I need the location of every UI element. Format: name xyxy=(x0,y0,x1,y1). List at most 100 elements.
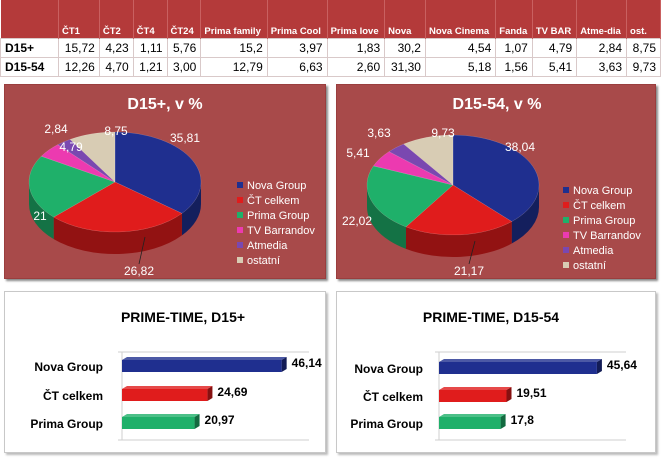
legend-swatch xyxy=(563,217,569,223)
table-cell: 12,79 xyxy=(200,56,268,77)
column-header: TV BAR xyxy=(532,0,578,38)
legend-swatch xyxy=(563,187,569,193)
table-cell: 4,23 xyxy=(98,37,134,58)
bar xyxy=(439,362,597,374)
table-cell: 3,97 xyxy=(266,37,328,58)
table-cell: 6,63 xyxy=(266,56,328,77)
legend-entry: ČT celkem xyxy=(247,194,299,207)
pie-slice xyxy=(366,165,454,228)
legend-entry: Atmedia xyxy=(247,240,288,252)
pie-slice xyxy=(69,131,116,183)
pie-data-label: 3,63 xyxy=(367,126,391,140)
bar-top xyxy=(439,387,512,390)
bar-top xyxy=(439,414,506,417)
bar-top xyxy=(122,386,213,389)
bar-top xyxy=(439,359,602,362)
legend-entry: ostatní xyxy=(247,255,280,267)
bar-category-label: ČT celkem xyxy=(363,389,423,404)
pie-slice xyxy=(28,155,116,218)
pie-slice xyxy=(405,184,513,236)
bar-side xyxy=(194,414,200,429)
table-cell: 12,26 xyxy=(58,56,100,77)
table-cell: 30,2 xyxy=(384,37,426,58)
bar-panel-d15plus: PRIME-TIME, D15+ 46,14 Nova Group 24,69 ČT c… xyxy=(4,291,326,453)
bar-side xyxy=(500,414,506,429)
table-cell: 8,75 xyxy=(626,37,661,58)
bar-side xyxy=(506,387,512,402)
bar xyxy=(439,390,507,402)
table-cell: 4,70 xyxy=(98,56,134,77)
chart-title: D15-54, v % xyxy=(453,96,542,113)
legend-entry: TV Barrandov xyxy=(247,225,315,237)
bar-value-label: 20,97 xyxy=(205,413,235,427)
legend-swatch xyxy=(237,242,243,248)
pie-chart-d15plus: D15+, v % 35,81 26,82 21 4,79 2,84 8,75 Nova Gr… xyxy=(28,96,315,278)
bar-value-label: 17,8 xyxy=(511,413,535,427)
pie-slice-side xyxy=(367,185,406,249)
pie-slice xyxy=(373,151,454,186)
pie-panel-d15plus: D15+, v % 35,81 26,82 21 4,79 2,84 8,75 Nova Gr… xyxy=(4,84,326,279)
pie-slice xyxy=(57,139,116,183)
table-cell: 5,18 xyxy=(424,56,497,77)
legend-swatch xyxy=(237,182,243,188)
table-cell: 1,11 xyxy=(132,37,168,58)
pie-data-label: 35,81 xyxy=(170,131,200,145)
legend-entry: Prima Group xyxy=(573,215,635,227)
pie-slice-side xyxy=(29,182,54,240)
bar-chart-d15plus: PRIME-TIME, D15+ 46,14 Nova Group 24,69 ČT c… xyxy=(30,309,322,441)
bar-side xyxy=(207,386,213,401)
row-label: D15+ xyxy=(0,37,59,58)
table-cell: 1,21 xyxy=(132,56,168,77)
pie-depth xyxy=(367,185,539,257)
column-header: ČT2 xyxy=(99,0,134,38)
table-cell: 4,54 xyxy=(424,37,497,58)
table-cell: 4,79 xyxy=(531,37,578,58)
share-table: ČT1 ČT2 ČT4 ČT24 Prima family Prima Cool… xyxy=(0,0,661,77)
column-header: Atme-dia xyxy=(576,0,628,38)
chart-title: PRIME-TIME, D15+ xyxy=(121,309,245,325)
bar-panel-d15-54: PRIME-TIME, D15-54 45,64 Nova Group 19,51 ČT… xyxy=(336,291,656,453)
table-cell: 3,00 xyxy=(166,56,202,77)
legend-entry: Atmedia xyxy=(573,245,614,257)
pie-slice xyxy=(114,131,202,214)
legend-swatch xyxy=(563,262,569,268)
pie-data-label: 22,02 xyxy=(342,214,372,228)
bar-value-label: 45,64 xyxy=(607,358,637,372)
pie-slice xyxy=(452,134,540,222)
pie-slice-side xyxy=(405,221,512,257)
pie-data-label: 9,73 xyxy=(431,126,455,140)
table-cell: 9,73 xyxy=(626,56,661,77)
table-cell: 2,60 xyxy=(326,56,386,77)
bar-value-label: 19,51 xyxy=(517,386,547,400)
table-cell: 3,63 xyxy=(576,56,628,77)
pie-chart-d15-54: D15-54, v % 38,04 21,17 22,02 5,41 3,63 9,73 No… xyxy=(342,96,641,278)
pie-data-label: 26,82 xyxy=(124,264,154,278)
header-blank xyxy=(0,0,59,38)
pie-slice xyxy=(53,181,183,233)
column-header: Prima family xyxy=(200,0,268,38)
table-cell: 1,83 xyxy=(326,37,386,58)
pie-panel-d15-54: D15-54, v % 38,04 21,17 22,02 5,41 3,63 9,73 No… xyxy=(336,84,656,279)
bar-value-label: 24,69 xyxy=(217,385,247,399)
table-cell: 2,84 xyxy=(576,37,628,58)
column-header: ČT4 xyxy=(133,0,168,38)
pie-data-label: 4,79 xyxy=(59,140,83,154)
pie-depth xyxy=(29,182,201,254)
pie-slice xyxy=(40,144,116,183)
table-cell: 15,72 xyxy=(58,37,100,58)
bar xyxy=(122,417,195,429)
pie-slice-side xyxy=(511,185,539,244)
bar-top xyxy=(122,357,287,360)
pie-data-label: 21 xyxy=(33,209,47,223)
column-header: ČT1 xyxy=(58,0,100,38)
bar-side xyxy=(596,359,602,374)
legend-entry: TV Barrandov xyxy=(573,230,641,242)
column-header: Prima love xyxy=(327,0,386,38)
pie-data-label: 38,04 xyxy=(505,140,535,154)
column-header: Nova Cinema xyxy=(425,0,497,38)
legend-entry: Nova Group xyxy=(573,185,632,197)
bar-value-label: 46,14 xyxy=(292,356,322,370)
bar-side xyxy=(281,357,287,372)
bar xyxy=(122,360,282,372)
bar xyxy=(439,417,501,429)
